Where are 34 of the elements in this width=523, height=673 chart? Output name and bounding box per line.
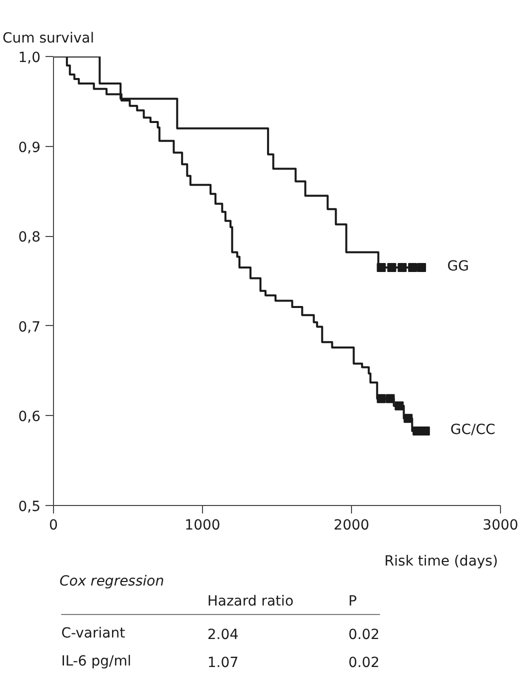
text: 2.04 [207,627,239,643]
text: 1.07 [207,655,239,671]
point [404,414,413,423]
series-label: GG [447,258,469,275]
x-tick-label: 2000 [334,518,370,534]
y-tick-label: 0,8 [18,230,40,246]
text: IL-6 pg/ml [61,654,132,670]
y-axis-title: Cum survival [2,30,94,46]
series-label: GC/CC [450,422,496,438]
text: 0.02 [348,627,380,643]
x-tick-label: 0 [49,518,58,534]
text: 0.02 [348,655,380,671]
y-tick-label: 0,5 [18,499,40,515]
y-tick-label: 1,0 [18,50,40,66]
point [398,263,407,272]
text: Cox regression [59,574,164,590]
y-tick-label: 0,6 [18,409,41,426]
point [417,263,426,272]
x-tick-label: 1000 [184,518,220,534]
x-axis-title: Risk time (days) [384,554,498,570]
x-tick-label: 3000 [482,518,518,534]
y-tick-label: 0,9 [18,140,40,156]
y-tick-label: 0,7 [18,319,40,336]
point [394,401,404,410]
point [376,394,386,404]
text: P [348,594,357,610]
point [387,263,396,272]
point [386,394,395,404]
point [420,426,430,436]
point [408,263,418,272]
text: Hazard ratio [207,594,294,610]
point [376,263,386,272]
text: C-variant [61,626,126,642]
point [412,426,422,436]
